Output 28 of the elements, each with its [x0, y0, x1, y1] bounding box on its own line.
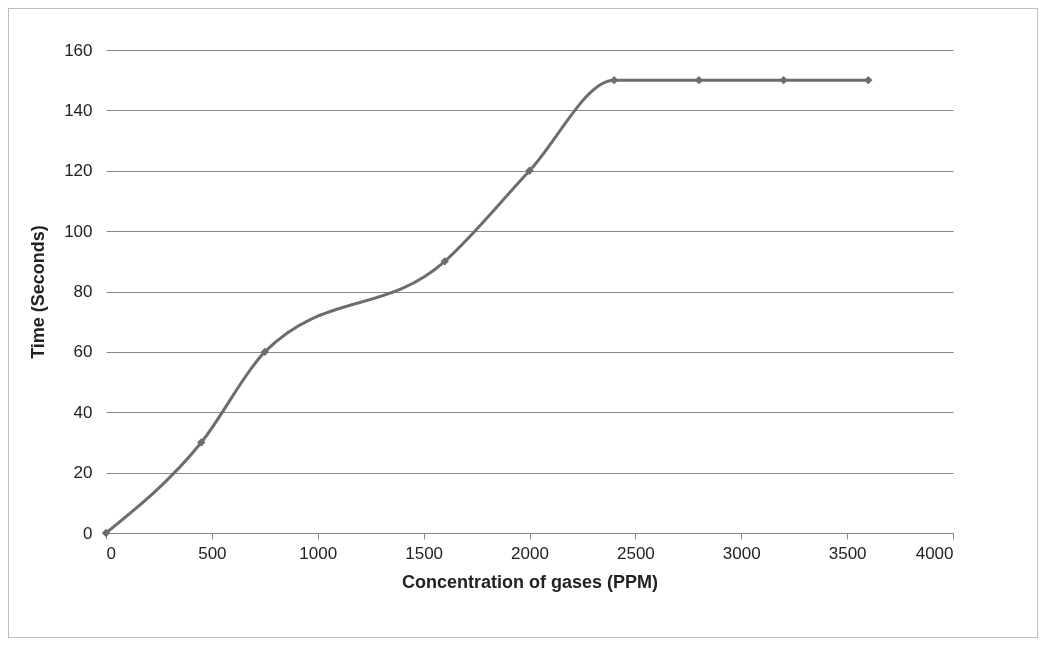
x-tick-label: 1500	[405, 543, 444, 563]
y-tick-label: 0	[83, 523, 93, 543]
x-tick-label: 2500	[616, 543, 655, 563]
point	[864, 76, 873, 85]
x-tick-label: 0	[106, 543, 116, 563]
x-tick-label: 1000	[299, 543, 338, 563]
x-tick-label: 3000	[722, 543, 761, 563]
y-tick-label: 20	[73, 463, 93, 483]
y-axis-title: Time (Seconds)	[28, 225, 49, 359]
y-tick-label: 120	[64, 161, 93, 181]
point	[260, 347, 269, 357]
point	[197, 438, 206, 447]
y-tick-label: 60	[73, 342, 93, 362]
point	[440, 257, 449, 266]
x-tick-label: 4000	[915, 543, 954, 563]
x-tick-label: 3500	[828, 543, 867, 563]
point	[610, 76, 619, 85]
x-tick-label: 500	[198, 543, 227, 563]
y-tick-label: 140	[64, 100, 93, 120]
y-tick-label: 40	[73, 402, 93, 422]
point	[525, 166, 534, 175]
y-tick-label: 100	[64, 221, 93, 241]
point	[101, 528, 111, 538]
y-tick-label: 80	[73, 282, 93, 301]
y-tick-label: 160	[64, 40, 93, 60]
x-tick-label: 2000	[511, 543, 549, 563]
x-axis-title: Concentration of gases (PPM)	[401, 571, 659, 592]
point	[779, 76, 788, 85]
